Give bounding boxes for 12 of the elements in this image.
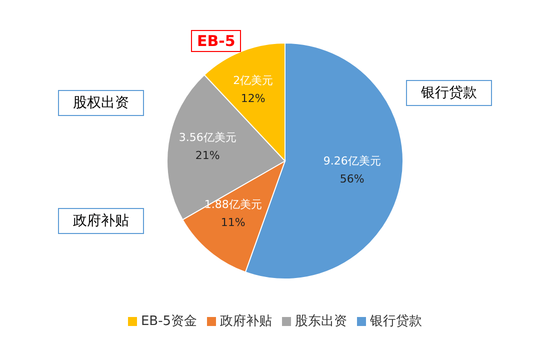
data-label: 1.88亿美元 11% <box>204 198 262 230</box>
text: 政府补贴 <box>58 208 144 234</box>
data-label: 3.56亿美元 21% <box>178 131 236 162</box>
legend-label: 银行贷款 <box>370 314 422 329</box>
legend-label: 政府补贴 <box>220 314 272 329</box>
text: 银行贷款 <box>406 80 492 106</box>
data-label: 2亿美元 12% <box>233 74 274 105</box>
legend-label: EB-5资金 <box>140 314 198 329</box>
text: 股权出资 <box>58 90 144 116</box>
data-label: 9.26亿美元 56% <box>323 154 381 186</box>
text: EB-5 <box>191 30 242 52</box>
legend-label: 股东出资 <box>295 314 348 329</box>
